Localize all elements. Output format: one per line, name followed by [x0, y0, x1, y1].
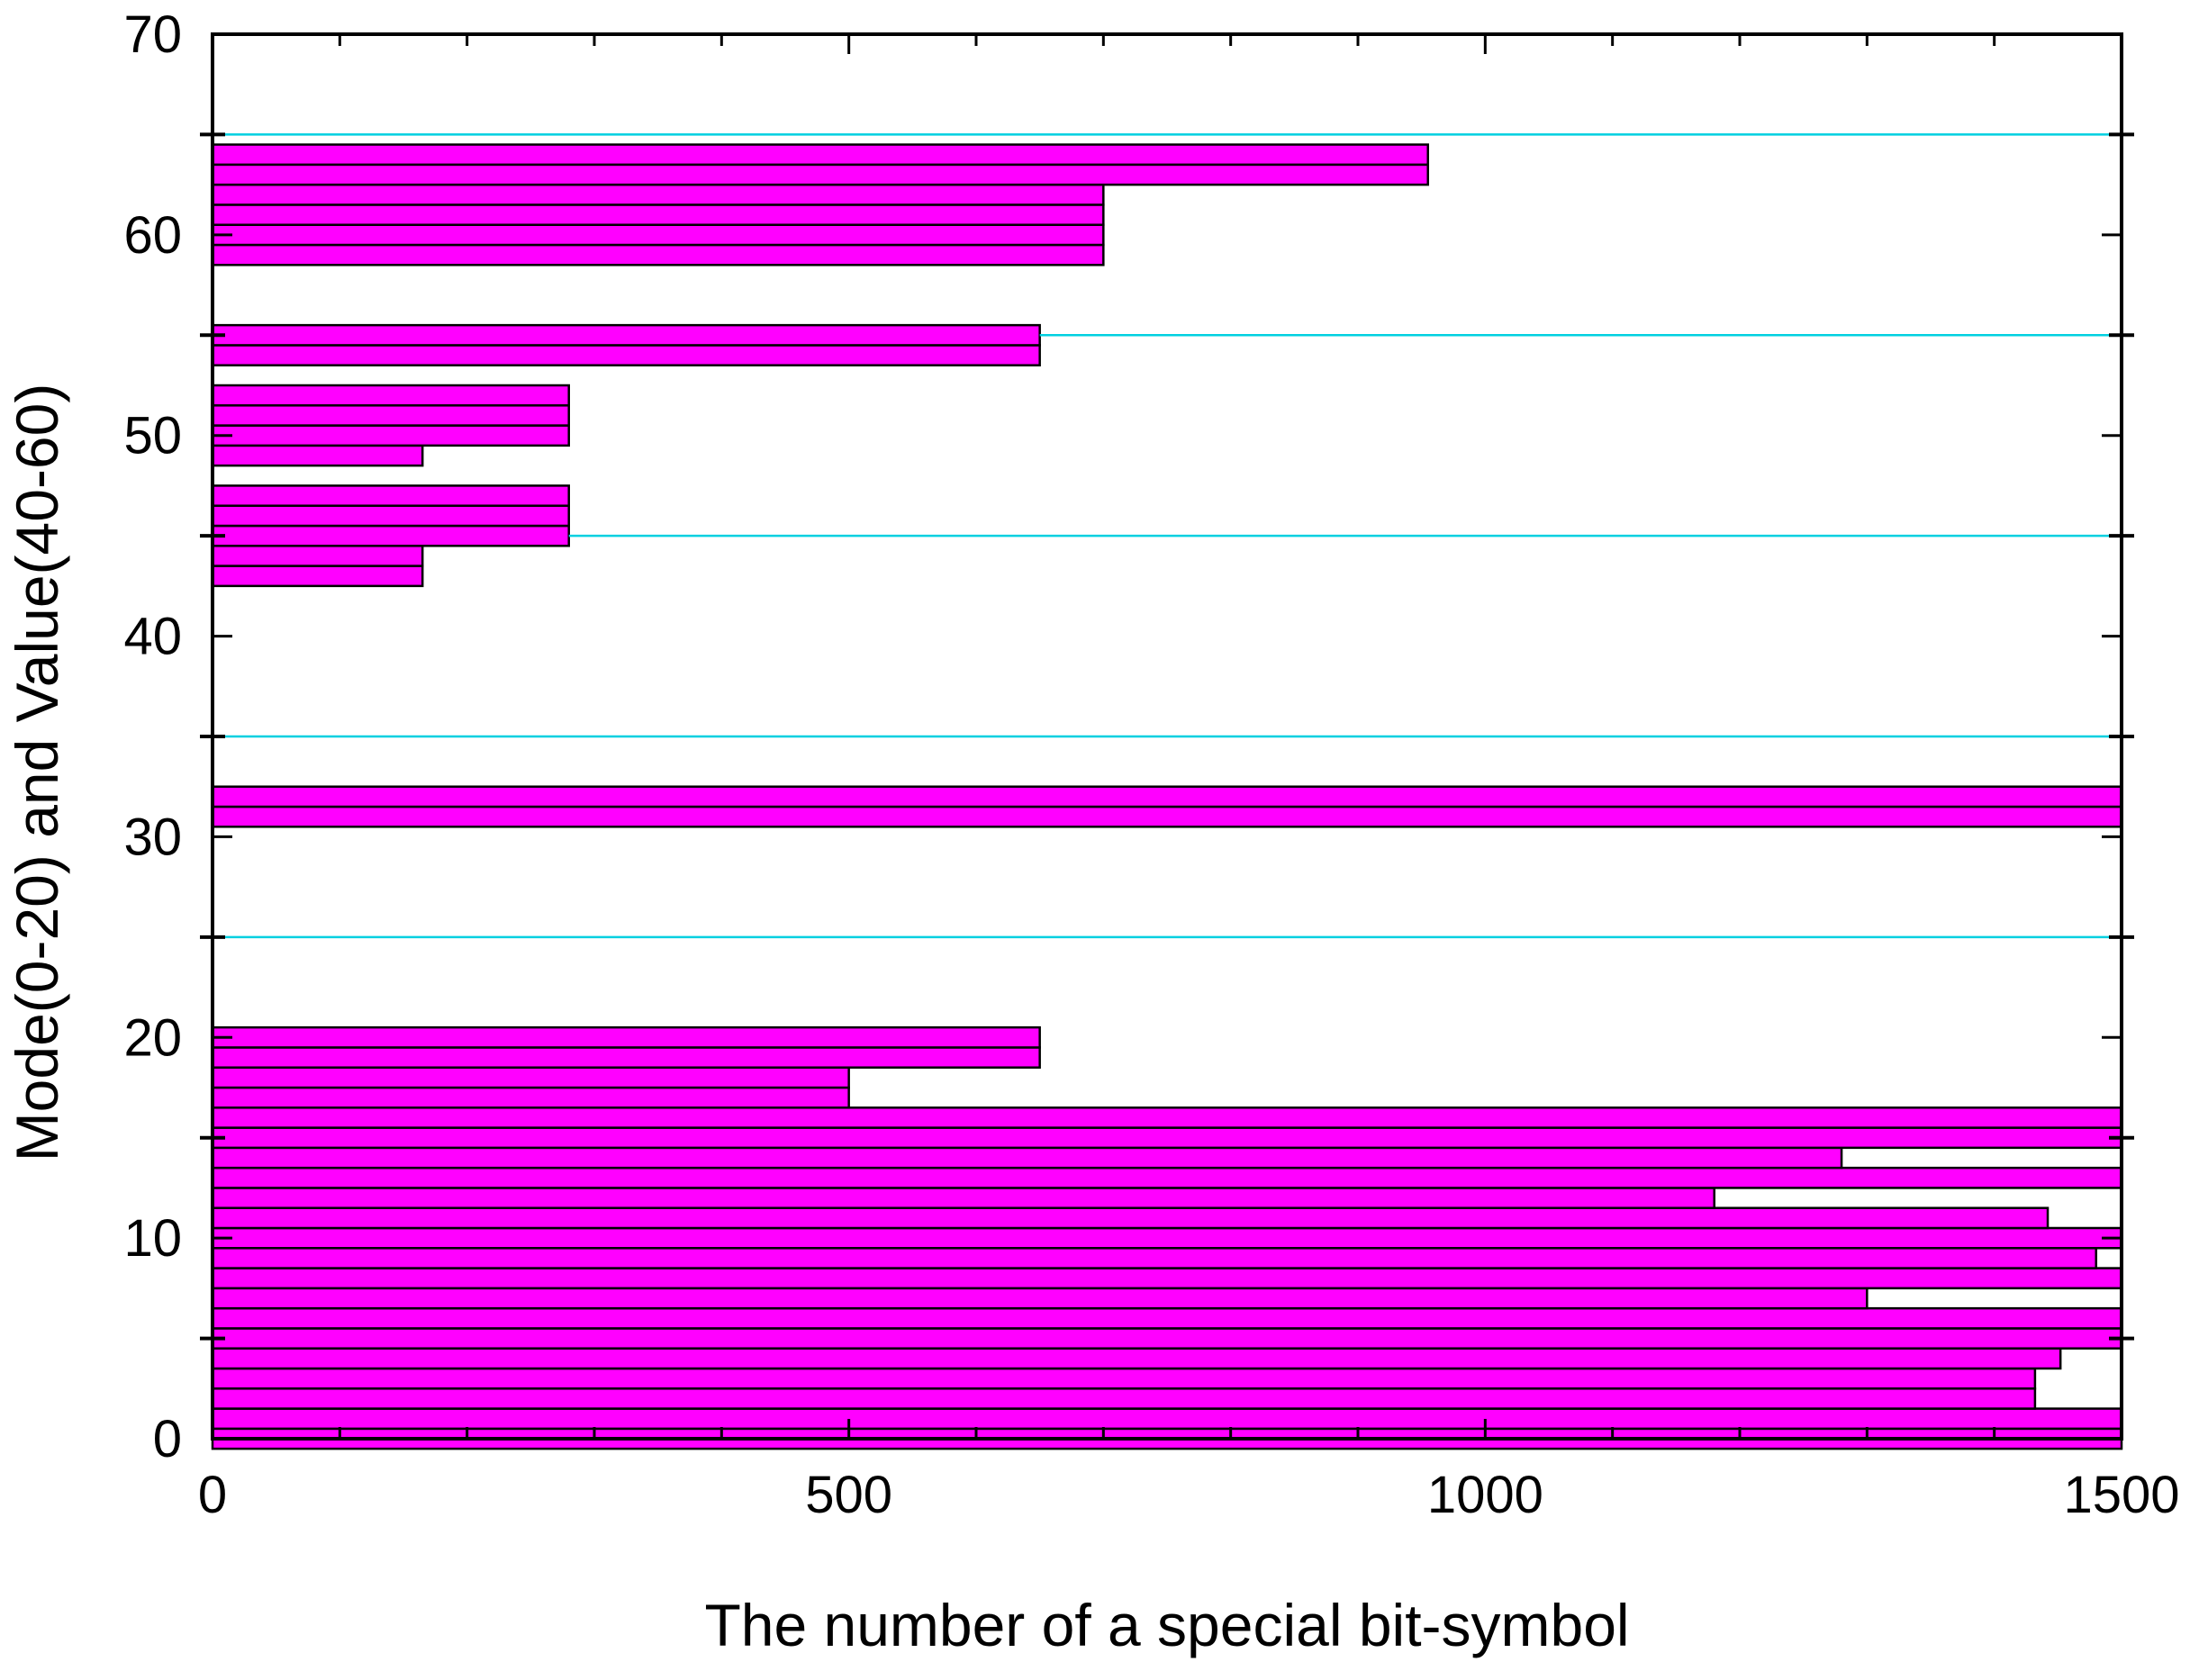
- y-tick-label: 0: [153, 1410, 182, 1468]
- bar: [211, 484, 570, 507]
- x-tick-label: 0: [198, 1466, 227, 1524]
- bar: [211, 424, 570, 447]
- bar: [211, 1206, 2050, 1230]
- bar: [211, 163, 1429, 186]
- bar: [211, 1247, 2097, 1269]
- bar: [211, 1187, 1715, 1209]
- tick-labels: 0 500 1000 1500 0 10 20 30 40 50 60 70: [123, 5, 2179, 1524]
- bar: [211, 1267, 2123, 1290]
- y-tick-label: 10: [123, 1209, 182, 1268]
- bar: [211, 243, 1105, 266]
- bar: [211, 1306, 2123, 1330]
- bar: [211, 1086, 850, 1109]
- bar: [211, 1066, 850, 1089]
- bar: [211, 1347, 2062, 1370]
- bar: [211, 1287, 1869, 1310]
- bar: [211, 203, 1105, 226]
- bar: [211, 805, 2123, 828]
- y-tick-label: 70: [123, 5, 182, 64]
- bar: [211, 1126, 2123, 1150]
- y-axis-title: Mode(0-20) and Value(40-60): [4, 384, 70, 1162]
- bar: [211, 223, 1105, 247]
- bar: [211, 1146, 1843, 1170]
- bar: [211, 565, 424, 588]
- y-tick-label: 40: [123, 608, 182, 666]
- y-tick-label: 30: [123, 808, 182, 866]
- bar: [211, 1226, 2123, 1250]
- bar: [211, 1327, 2123, 1350]
- bar: [211, 785, 2123, 808]
- y-tick-label: 60: [123, 206, 182, 265]
- bar: [211, 404, 570, 427]
- bar: [211, 344, 1041, 366]
- y-tick-label: 20: [123, 1008, 182, 1067]
- y-tick-label: 50: [123, 407, 182, 465]
- bar: [211, 1367, 2037, 1390]
- reference-lines: [213, 133, 2122, 939]
- bar: [211, 384, 570, 407]
- x-tick-label: 1500: [2063, 1466, 2179, 1524]
- bar: [211, 1407, 2123, 1431]
- x-tick-label: 1000: [1427, 1466, 1543, 1524]
- bar: [211, 1046, 1041, 1069]
- bar: [211, 1025, 1041, 1049]
- bar: [211, 504, 570, 528]
- x-axis-title: The number of a special bit-symbol: [704, 1592, 1629, 1658]
- bar: [211, 545, 424, 567]
- bar: [211, 524, 570, 547]
- bar: [211, 1387, 2037, 1410]
- bar: [211, 1166, 2123, 1189]
- bars-layer: [211, 143, 2123, 1450]
- bar: [211, 1106, 2123, 1129]
- bar: [211, 444, 424, 467]
- bar: [211, 183, 1105, 206]
- x-tick-label: 500: [805, 1466, 892, 1524]
- bar: [211, 143, 1429, 167]
- plot-frame: [211, 32, 2123, 1441]
- bar: [211, 323, 1041, 347]
